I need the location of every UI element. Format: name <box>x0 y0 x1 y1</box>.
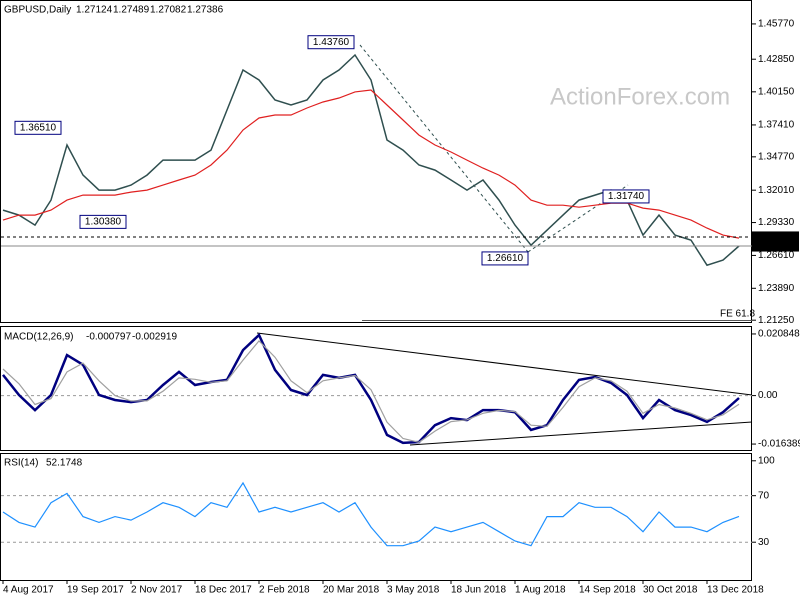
y-tick-label: -0.016389 <box>758 439 800 450</box>
header-value: 52.1748 <box>46 458 83 469</box>
y-tick-label: 1.26610 <box>758 250 795 261</box>
x-tick-label: 2 Nov 2017 <box>131 585 183 596</box>
y-tick-label: 0.00 <box>758 390 778 401</box>
panel-title: GBPUSD,Daily <box>4 5 71 16</box>
price-marker <box>752 231 799 243</box>
y-tick-label: 1.34770 <box>758 151 795 162</box>
annotation-box <box>307 35 355 50</box>
rsi-panel <box>0 453 752 581</box>
series-line <box>2 340 740 443</box>
x-tick-label: 20 Mar 2018 <box>323 585 380 596</box>
y-tick-label: 1.29330 <box>758 217 795 228</box>
x-tick-label: 4 Aug 2017 <box>3 585 54 596</box>
panel-title: RSI(14) <box>4 458 38 469</box>
y-tick-label: 100 <box>758 455 775 466</box>
x-tick-label: 18 Dec 2017 <box>195 585 252 596</box>
fe-label: FE 61.8 <box>720 309 755 320</box>
macd-trend-line <box>256 332 753 396</box>
x-tick-label: 18 Jun 2018 <box>451 585 506 596</box>
annotation-label: 1.30380 <box>85 217 122 228</box>
header-value: 1.27124 <box>76 5 113 16</box>
y-tick-label: 1.45770 <box>758 19 795 30</box>
x-tick-label: 14 Sep 2018 <box>579 585 636 596</box>
x-tick-label: 30 Oct 2018 <box>643 585 698 596</box>
annotation-label: 1.26610 <box>487 253 524 264</box>
series-line <box>2 481 740 547</box>
annotation-box <box>79 214 127 229</box>
y-tick-label: 1.42850 <box>758 54 795 65</box>
x-tick-label: 3 May 2018 <box>387 585 440 596</box>
price-marker <box>752 240 799 252</box>
y-tick-label: 0.020848 <box>758 329 800 340</box>
x-tick-label: 19 Sep 2017 <box>67 585 124 596</box>
annotation-label: 1.36510 <box>20 122 57 133</box>
x-tick-label: 13 Dec 2018 <box>707 585 764 596</box>
panel-title: MACD(12,26,9) <box>4 332 73 343</box>
annotation-box <box>481 251 529 266</box>
annotation-label: 1.31740 <box>608 191 645 202</box>
y-tick-label: 1.23890 <box>758 283 795 294</box>
header-value: 1.27082 <box>150 5 187 16</box>
annotation-label: 1.43760 <box>313 37 350 48</box>
price-panel <box>0 0 752 323</box>
macd-panel <box>0 326 752 451</box>
y-tick-label: 30 <box>758 537 770 548</box>
y-tick-label: 1.37410 <box>758 120 795 131</box>
price-marker-label: 1.27386 <box>756 241 793 252</box>
header-value: -0.002919 <box>132 332 177 343</box>
header-value: 1.27489 <box>113 5 150 16</box>
watermark: ActionForex.com <box>550 83 730 110</box>
series-line <box>2 332 740 445</box>
price-marker-label: 1.28140 <box>756 232 793 243</box>
y-tick-label: 1.40150 <box>758 86 795 97</box>
header-value: 1.27386 <box>187 5 224 16</box>
macd-trend-line <box>409 421 753 446</box>
y-tick-label: 1.32010 <box>758 185 795 196</box>
trend-line <box>527 184 629 253</box>
header-value: -0.000797 <box>86 332 131 343</box>
x-tick-label: 1 Aug 2018 <box>515 585 566 596</box>
x-tick-label: 2 Feb 2018 <box>259 585 310 596</box>
y-tick-label: 1.21250 <box>758 315 795 326</box>
annotation-box <box>602 189 650 204</box>
y-tick-label: 70 <box>758 490 770 501</box>
annotation-box <box>14 120 62 135</box>
